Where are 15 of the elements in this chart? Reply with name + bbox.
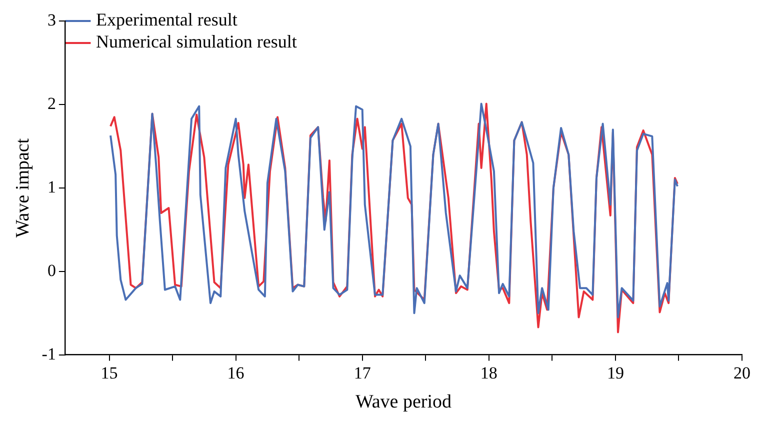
- legend-label: Numerical simulation result: [96, 32, 297, 52]
- y-tick-label: 3: [47, 10, 56, 30]
- x-axis-title: Wave period: [355, 392, 452, 413]
- legend-label: Experimental result: [96, 10, 238, 30]
- x-tick-label: 18: [480, 363, 498, 382]
- x-tick-label: 16: [227, 363, 244, 382]
- x-tick-label: 20: [734, 363, 750, 382]
- x-tick-label: 19: [606, 363, 624, 382]
- x-tick-label: 15: [100, 363, 118, 382]
- y-tick-label: 2: [47, 94, 56, 114]
- y-tick-label: 0: [47, 260, 56, 280]
- x-tick-label: 17: [354, 363, 372, 382]
- y-tick-label: 1: [47, 177, 56, 196]
- y-axis-title: Wave impact: [12, 138, 34, 238]
- y-tick-label: -1: [42, 344, 56, 364]
